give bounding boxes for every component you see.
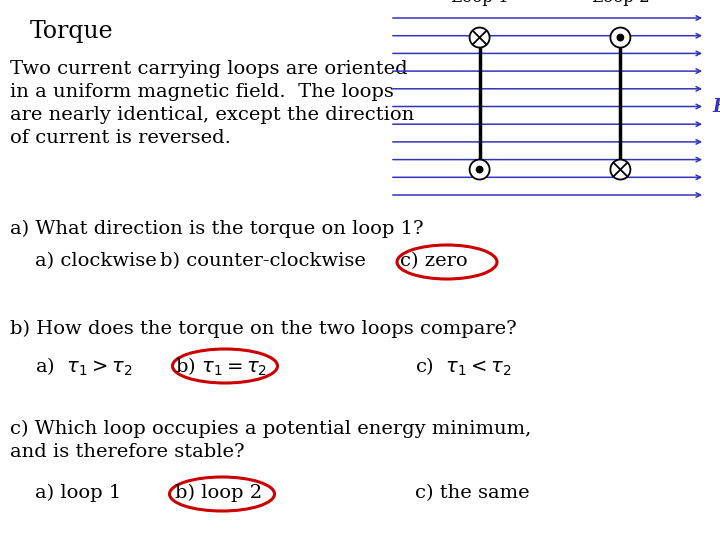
Circle shape bbox=[469, 159, 490, 179]
Circle shape bbox=[611, 28, 631, 48]
Text: c) Which loop occupies a potential energy minimum,: c) Which loop occupies a potential energ… bbox=[10, 420, 531, 438]
Text: B: B bbox=[712, 98, 720, 116]
Text: Loop 2: Loop 2 bbox=[592, 0, 649, 6]
Text: Torque: Torque bbox=[30, 20, 114, 43]
Text: a) loop 1: a) loop 1 bbox=[35, 484, 121, 502]
Circle shape bbox=[477, 166, 483, 173]
Text: and is therefore stable?: and is therefore stable? bbox=[10, 443, 245, 461]
Circle shape bbox=[469, 28, 490, 48]
Circle shape bbox=[611, 159, 631, 179]
Text: b) $\tau_1 = \tau_2$: b) $\tau_1 = \tau_2$ bbox=[175, 356, 267, 379]
Text: in a uniform magnetic field.  The loops: in a uniform magnetic field. The loops bbox=[10, 83, 394, 101]
Text: c) the same: c) the same bbox=[415, 484, 530, 502]
Text: a)  $\tau_1 > \tau_2$: a) $\tau_1 > \tau_2$ bbox=[35, 356, 132, 379]
Text: b) loop 2: b) loop 2 bbox=[175, 484, 262, 502]
Circle shape bbox=[617, 35, 624, 40]
Text: a) clockwise: a) clockwise bbox=[35, 252, 157, 270]
Text: a) What direction is the torque on loop 1?: a) What direction is the torque on loop … bbox=[10, 220, 423, 238]
Text: b) counter-clockwise: b) counter-clockwise bbox=[160, 252, 366, 270]
Text: of current is reversed.: of current is reversed. bbox=[10, 129, 231, 147]
Text: are nearly identical, except the direction: are nearly identical, except the directi… bbox=[10, 106, 414, 124]
Text: Two current carrying loops are oriented: Two current carrying loops are oriented bbox=[10, 60, 408, 78]
Text: c)  $\tau_1 < \tau_2$: c) $\tau_1 < \tau_2$ bbox=[415, 356, 512, 379]
Text: Loop 1: Loop 1 bbox=[451, 0, 508, 6]
Text: b) How does the torque on the two loops compare?: b) How does the torque on the two loops … bbox=[10, 320, 517, 338]
Text: c) zero: c) zero bbox=[400, 252, 467, 270]
